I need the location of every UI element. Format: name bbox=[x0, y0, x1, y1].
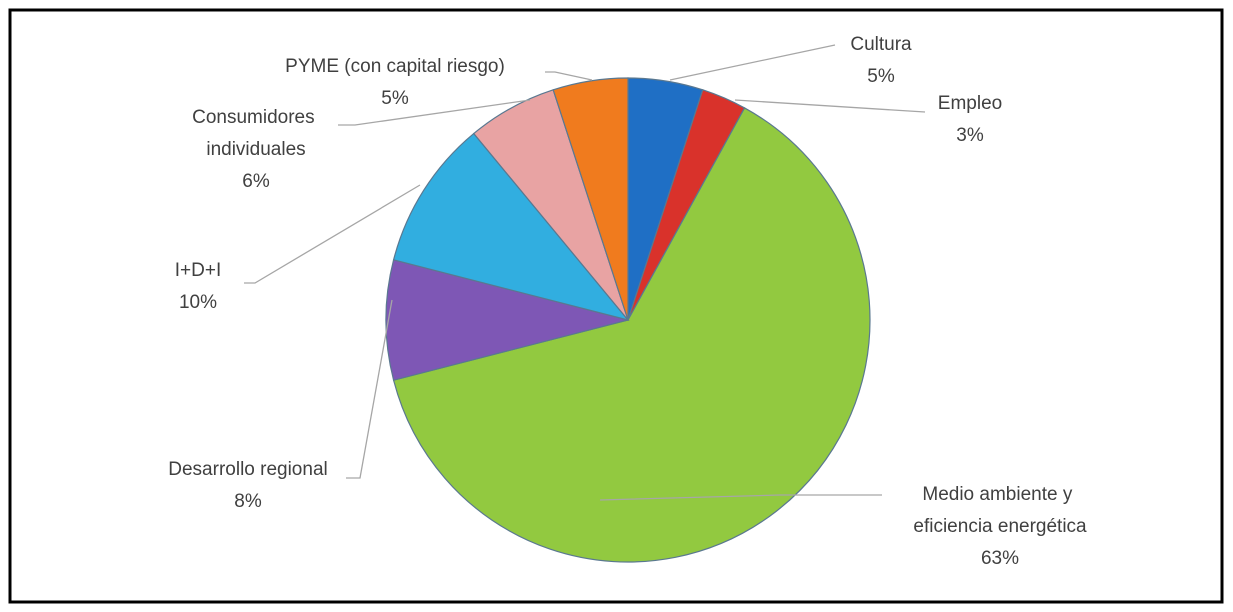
slice-label-line: Desarrollo regional bbox=[168, 459, 327, 480]
slice-label-line: eficiencia energética bbox=[913, 516, 1087, 537]
leader-line bbox=[734, 99, 926, 113]
slice-value-label: 5% bbox=[381, 88, 409, 109]
slice-label: Empleo bbox=[938, 93, 1002, 114]
leader-line bbox=[669, 44, 836, 81]
leader-line bbox=[338, 99, 531, 126]
leader-line bbox=[545, 71, 593, 81]
leader-line bbox=[346, 299, 393, 479]
slice-value-label: 8% bbox=[234, 491, 262, 512]
slice-label: Cultura bbox=[850, 34, 912, 55]
pie-slice bbox=[385, 259, 629, 381]
slice-label-line: Consumidores bbox=[192, 107, 320, 128]
pie bbox=[385, 77, 871, 563]
pie-slice bbox=[392, 107, 871, 563]
slice-label-line: Medio ambiente y bbox=[922, 484, 1077, 505]
slice-label: I+D+I bbox=[175, 260, 221, 281]
slice-label-line: Empleo bbox=[938, 93, 1002, 114]
slice-value-label: 6% bbox=[242, 171, 270, 192]
pie-slice bbox=[552, 77, 629, 321]
leader-line bbox=[244, 184, 421, 284]
slice-label-line: Cultura bbox=[850, 34, 912, 55]
slice-value-label: 3% bbox=[956, 125, 984, 146]
slice-label-line: individuales bbox=[206, 139, 305, 160]
pie-slice bbox=[392, 132, 630, 322]
slice-label-line: I+D+I bbox=[175, 260, 221, 281]
slice-label: Medio ambiente y eficiencia energética bbox=[913, 484, 1087, 537]
slice-value-label: 5% bbox=[867, 66, 895, 87]
slice-label: PYME (con capital riesgo) bbox=[285, 56, 505, 77]
slice-label: Consumidores individuales bbox=[192, 107, 320, 160]
slice-label: Desarrollo regional bbox=[168, 459, 327, 480]
slice-value-label: 10% bbox=[179, 292, 217, 313]
slice-value-label: 63% bbox=[981, 548, 1019, 569]
leader-line bbox=[599, 494, 882, 501]
slice-label-line: PYME (con capital riesgo) bbox=[285, 56, 505, 77]
